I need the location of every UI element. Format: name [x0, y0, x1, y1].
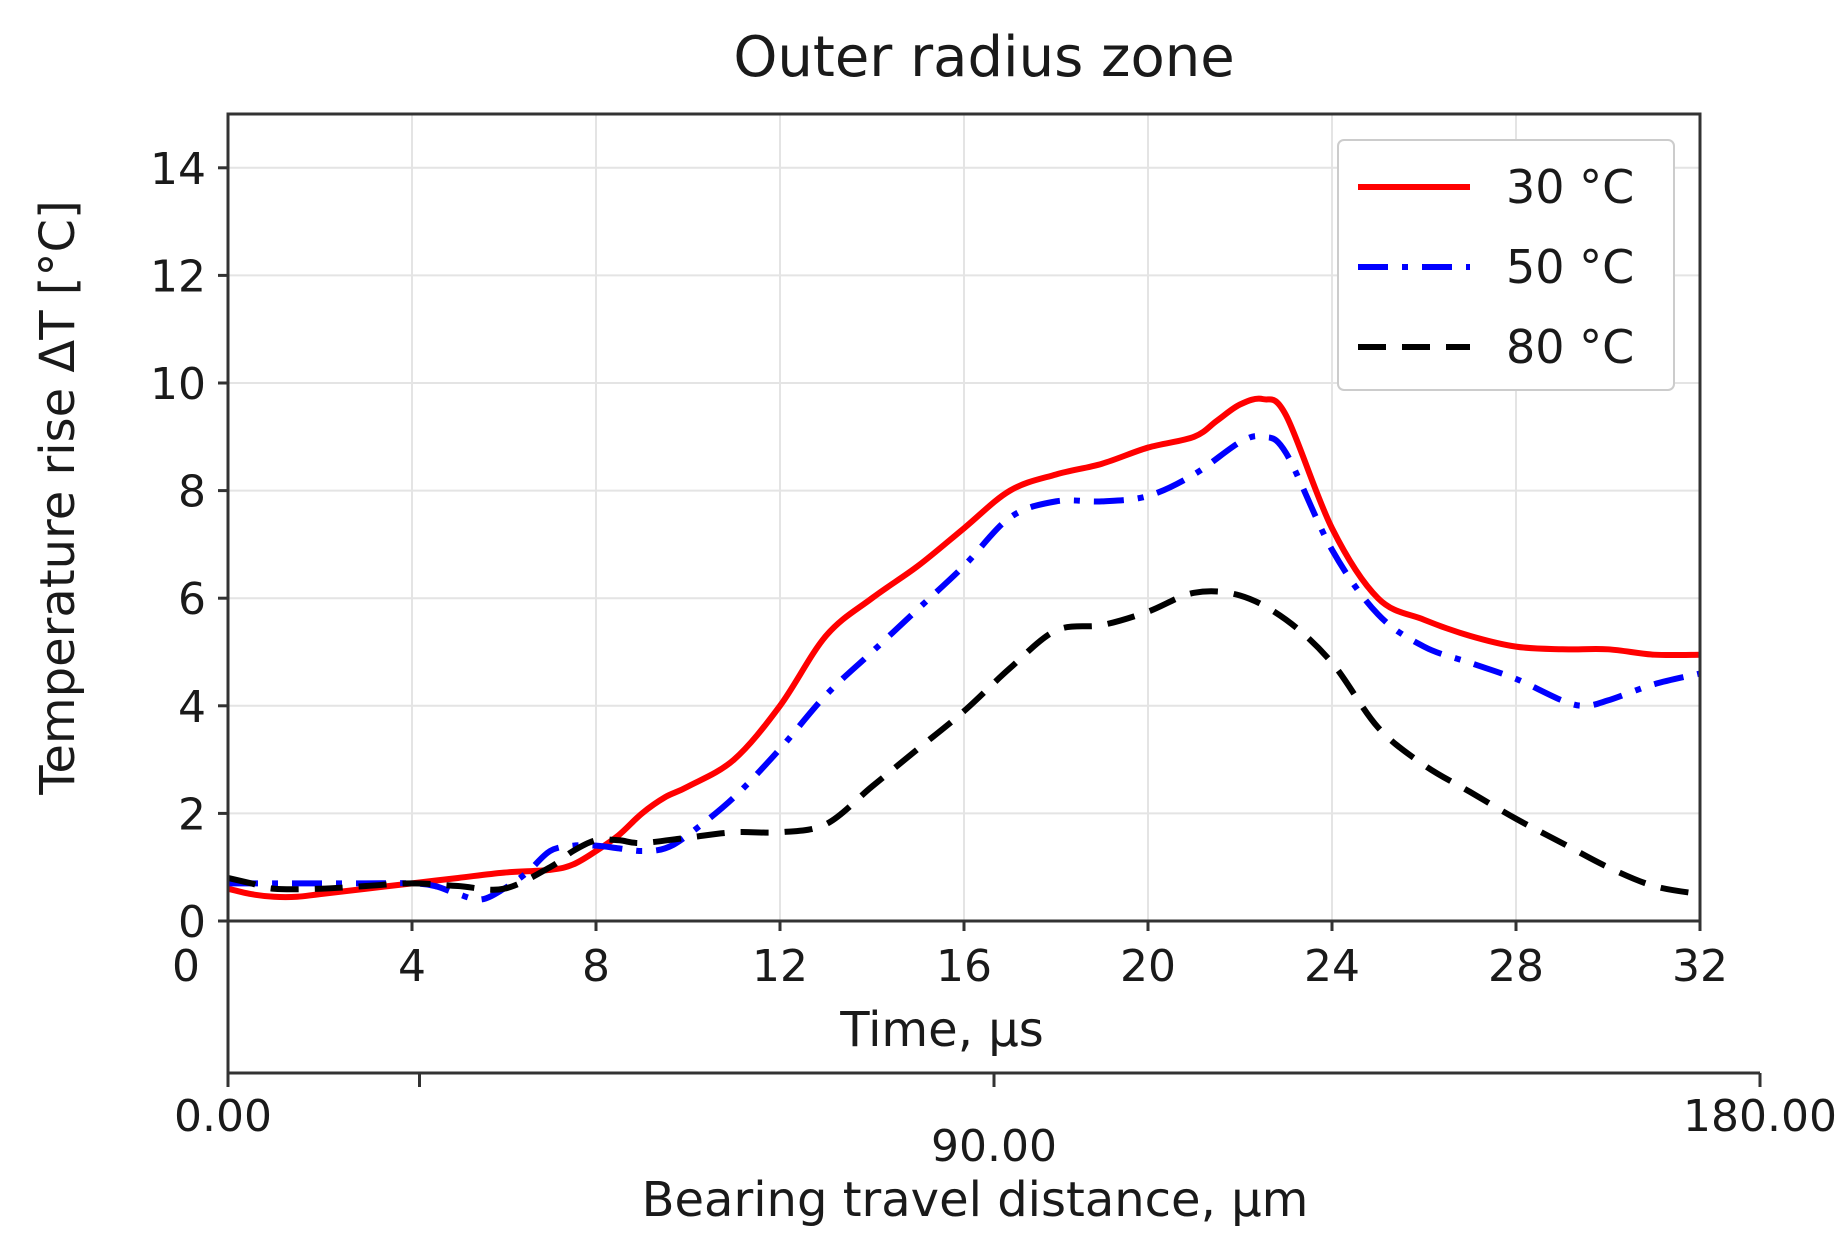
x-tick-label: 0	[172, 941, 200, 992]
legend-label-3: 80 °C	[1506, 320, 1634, 374]
y-tick-label: 14	[150, 144, 206, 195]
x-tick-label: 12	[752, 941, 808, 992]
y-tick-label: 2	[178, 789, 206, 840]
x-tick-label: 20	[1120, 941, 1176, 992]
y-axis-title: Temperature rise ΔT [°C]	[30, 200, 86, 796]
x-tick-label: 8	[582, 941, 610, 992]
x-tick-label: 28	[1488, 941, 1544, 992]
secondary-tick-label: 90.00	[931, 1121, 1057, 1172]
x-tick-label: 32	[1672, 941, 1728, 992]
legend-label-1: 30 °C	[1506, 160, 1634, 214]
secondary-x-axis: 0.00 90.00 180.00	[174, 921, 1837, 1172]
series-line-2	[228, 433, 1701, 903]
legend-box	[1337, 139, 1675, 391]
x-tick-labels: 0 4 8 12 16 20 24 28 32	[172, 921, 1728, 992]
x-tick-label: 4	[398, 941, 426, 992]
legend-label-2: 50 °C	[1506, 240, 1634, 294]
series-line-1	[227, 395, 1701, 901]
y-tick-labels: 0 2 4 6 8 10 12 14	[150, 144, 228, 948]
series-lines	[227, 395, 1701, 903]
x-tick-label: 16	[936, 941, 992, 992]
x-tick-label: 24	[1304, 941, 1360, 992]
legend: 30 °C 50 °C 80 °C	[1337, 139, 1675, 391]
y-tick-label: 10	[150, 359, 206, 410]
secondary-x-axis-title: Bearing travel distance, µm	[642, 1172, 1309, 1228]
y-tick-label: 6	[178, 574, 206, 625]
y-tick-label: 12	[150, 251, 206, 302]
y-tick-label: 8	[178, 467, 206, 518]
series-line-3	[227, 588, 1701, 898]
secondary-tick-label: 0.00	[174, 1091, 272, 1142]
y-tick-label: 4	[178, 682, 206, 733]
chart-title: Outer radius zone	[733, 25, 1234, 90]
y-tick-label: 0	[178, 897, 206, 948]
x-axis-title: Time, µs	[839, 1002, 1044, 1058]
secondary-tick-label: 180.00	[1683, 1091, 1837, 1142]
